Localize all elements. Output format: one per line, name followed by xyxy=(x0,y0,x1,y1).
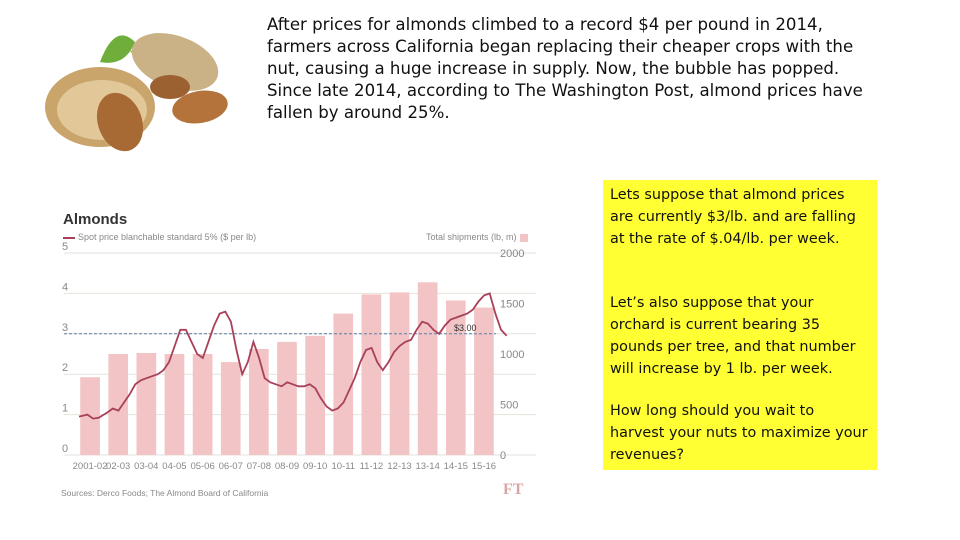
legend-bars: Total shipments (lb, m) xyxy=(426,232,528,242)
x-tick-label: 04-05 xyxy=(162,461,186,472)
left-tick-label: 5 xyxy=(62,241,68,253)
question-paragraph-1: Lets suppose that almond prices are curr… xyxy=(610,187,856,247)
x-tick-label: 09-10 xyxy=(303,461,327,472)
x-tick-label: 02-03 xyxy=(106,461,130,472)
ft-logo: FT xyxy=(503,481,524,498)
x-tick-label: 13-14 xyxy=(416,461,440,472)
x-tick-label: 05-06 xyxy=(190,461,214,472)
right-tick-label: 2000 xyxy=(500,248,524,260)
almond-leaf-1 xyxy=(100,35,135,63)
shipment-bar xyxy=(417,282,438,455)
right-tick-label: 0 xyxy=(500,450,506,462)
price-line xyxy=(78,292,508,420)
right-tick-label: 1500 xyxy=(500,299,524,311)
x-tick-label: 07-08 xyxy=(247,461,271,472)
x-tick-label: 15-16 xyxy=(472,461,496,472)
left-tick-label: 3 xyxy=(62,322,68,334)
question-paragraph-3: How long should you wait to harvest your… xyxy=(610,403,868,463)
legend-line-label: Spot price blanchable standard 5% ($ per… xyxy=(78,232,257,242)
almonds-chart: Almonds Spot price blanchable standard 5… xyxy=(56,205,536,510)
almond-nut-1 xyxy=(96,92,144,152)
reference-line-label: $3.00 xyxy=(454,323,477,333)
almond-nut-2 xyxy=(172,90,228,124)
left-tick-label: 1 xyxy=(62,403,68,415)
shipment-bar xyxy=(361,294,382,455)
x-tick-label: 06-07 xyxy=(219,461,243,472)
x-tick-label: 2001-02 xyxy=(73,461,108,472)
intro-paragraph: After prices for almonds climbed to a re… xyxy=(267,15,863,122)
shipment-bar xyxy=(305,335,325,455)
almonds-photo xyxy=(45,33,228,152)
shipment-bar xyxy=(277,341,297,455)
right-tick-label: 1000 xyxy=(500,349,524,361)
legend-line-swatch xyxy=(63,236,75,239)
shipment-bar xyxy=(164,354,185,455)
x-tick-label: 03-04 xyxy=(134,461,158,472)
shipment-bar xyxy=(389,292,410,455)
shipment-bar xyxy=(249,348,269,455)
shipment-bar xyxy=(445,300,466,455)
shipment-bar xyxy=(333,313,354,455)
shipment-bar xyxy=(136,352,157,455)
x-tick-label: 14-15 xyxy=(444,461,468,472)
shipment-bar xyxy=(220,362,241,455)
legend-bars-swatch xyxy=(519,233,528,242)
shipment-bar xyxy=(192,354,213,455)
question-box: Lets suppose that almond prices are curr… xyxy=(603,180,877,470)
question-paragraph-2: Let’s also suppose that your orchard is … xyxy=(610,295,856,377)
legend-line: Spot price blanchable standard 5% ($ per… xyxy=(63,232,256,242)
x-tick-label: 11-12 xyxy=(360,461,384,472)
shipment-bar xyxy=(108,354,129,455)
left-tick-label: 4 xyxy=(62,281,68,293)
x-tick-label: 10-11 xyxy=(331,461,355,472)
left-tick-label: 0 xyxy=(62,443,68,455)
x-tick-label: 08-09 xyxy=(275,461,299,472)
almond-nut-3 xyxy=(150,75,190,99)
legend-bars-label: Total shipments (lb, m) xyxy=(426,232,517,242)
chart-source: Sources: Derco Foods; The Almond Board o… xyxy=(61,488,269,498)
left-tick-label: 2 xyxy=(62,362,68,374)
shipment-bar xyxy=(474,307,494,455)
x-tick-label: 12-13 xyxy=(387,461,411,472)
chart-title: Almonds xyxy=(63,211,128,228)
almond-shell-right xyxy=(131,33,219,91)
right-tick-label: 500 xyxy=(500,400,518,412)
